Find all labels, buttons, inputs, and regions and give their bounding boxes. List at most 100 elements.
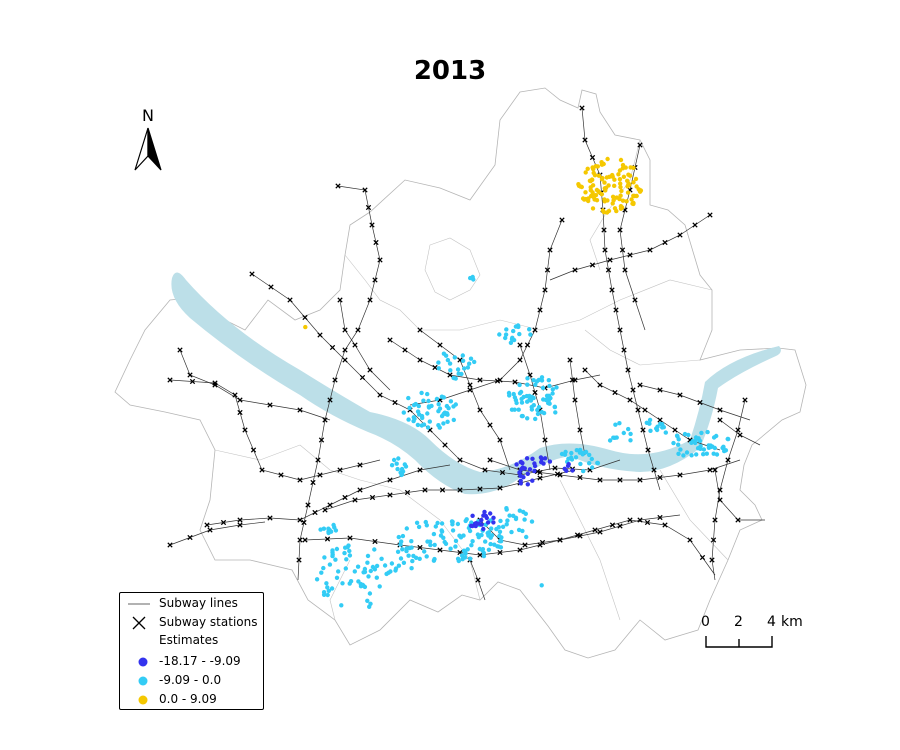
estimate-point	[336, 569, 341, 574]
estimate-point	[491, 515, 496, 520]
subway-station	[189, 378, 196, 385]
estimate-point	[330, 553, 335, 559]
subway-station	[187, 372, 193, 378]
subway-station	[717, 487, 723, 493]
subway-station	[297, 537, 303, 543]
subway-station	[497, 437, 503, 443]
subway-station	[547, 247, 553, 253]
estimate-point	[482, 509, 487, 515]
estimate-point	[589, 456, 594, 462]
subway-station	[617, 227, 623, 233]
subway-station	[517, 547, 523, 553]
estimate-point	[462, 366, 467, 371]
subway-station	[477, 486, 483, 492]
estimate-point	[553, 410, 558, 415]
estimate-point	[618, 204, 624, 209]
estimate-point	[618, 184, 623, 190]
estimate-point	[411, 418, 416, 424]
estimate-point	[595, 164, 600, 169]
estimate-point	[488, 541, 493, 547]
subway-station	[712, 467, 718, 473]
estimate-point	[518, 473, 523, 478]
estimate-point	[479, 547, 485, 553]
estimate-point	[520, 413, 525, 419]
estimate-point	[620, 166, 625, 171]
scale-tick-0: 0	[701, 614, 710, 630]
estimate-point	[525, 382, 530, 387]
subway-station	[477, 377, 483, 383]
north-label: N	[142, 106, 154, 125]
subway-station	[322, 507, 328, 513]
estimate-point	[590, 465, 595, 470]
subway-line	[714, 469, 765, 521]
legend-heading: Estimates	[159, 633, 219, 647]
legend-subway-stations: Subway stations	[120, 614, 265, 632]
estimate-point	[356, 579, 361, 584]
subway-station	[315, 457, 321, 463]
subway-station	[207, 527, 213, 533]
estimate-point	[433, 524, 438, 529]
estimate-point	[552, 404, 557, 409]
estimate-point	[711, 451, 716, 456]
estimate-point	[626, 181, 631, 186]
subway-station	[637, 142, 643, 148]
subway-station	[377, 392, 383, 398]
estimate-point	[425, 425, 431, 430]
subway-station	[627, 252, 633, 258]
estimate-point	[517, 508, 522, 513]
estimate-point	[528, 332, 533, 337]
subway-station	[542, 437, 548, 443]
subway-station	[342, 494, 348, 501]
subway-station	[602, 247, 608, 253]
estimate-point	[676, 442, 681, 447]
estimate-point	[409, 539, 414, 544]
estimate-point	[485, 530, 490, 536]
estimate-point	[333, 557, 338, 562]
subway-station	[327, 502, 333, 508]
estimate-point	[463, 551, 468, 556]
subway-station	[187, 534, 193, 541]
estimate-point	[647, 417, 653, 423]
estimate-point	[348, 579, 354, 584]
subway-station	[439, 487, 446, 493]
estimate-point	[416, 524, 422, 530]
estimate-point	[401, 410, 406, 415]
subway-station	[278, 472, 284, 478]
estimate-point	[610, 194, 616, 199]
subway-station	[337, 297, 343, 303]
estimate-point	[423, 519, 428, 525]
estimate-point	[593, 193, 599, 198]
estimate-point	[447, 361, 453, 366]
han-river	[171, 272, 781, 495]
estimate-point	[658, 421, 663, 426]
subway-station	[365, 204, 372, 211]
subway-station	[442, 442, 448, 448]
subway-station	[259, 467, 265, 473]
subway-station	[524, 342, 531, 348]
subway-station	[212, 380, 218, 386]
estimate-point	[671, 440, 676, 446]
subway-station	[651, 467, 657, 473]
subway-station	[607, 257, 613, 263]
estimate-point	[574, 448, 579, 453]
estimate-point	[398, 556, 404, 561]
subway-station	[297, 407, 303, 413]
estimate-point	[399, 466, 405, 472]
estimate-point	[539, 459, 544, 465]
district-boundaries	[214, 139, 729, 621]
subway-station	[617, 477, 623, 483]
estimate-point	[389, 463, 395, 468]
estimate-point	[425, 391, 430, 397]
subway-station	[387, 477, 393, 483]
estimate-point	[479, 517, 484, 523]
estimate-point	[519, 400, 525, 405]
subway-station	[619, 247, 626, 253]
subway-station	[707, 467, 713, 473]
estimate-point	[522, 517, 527, 522]
estimate-point	[322, 555, 327, 560]
subway-station	[517, 357, 523, 363]
estimate-point	[429, 403, 434, 409]
subway-station	[267, 402, 273, 408]
subway-station	[572, 397, 578, 403]
subway-station	[432, 364, 438, 371]
